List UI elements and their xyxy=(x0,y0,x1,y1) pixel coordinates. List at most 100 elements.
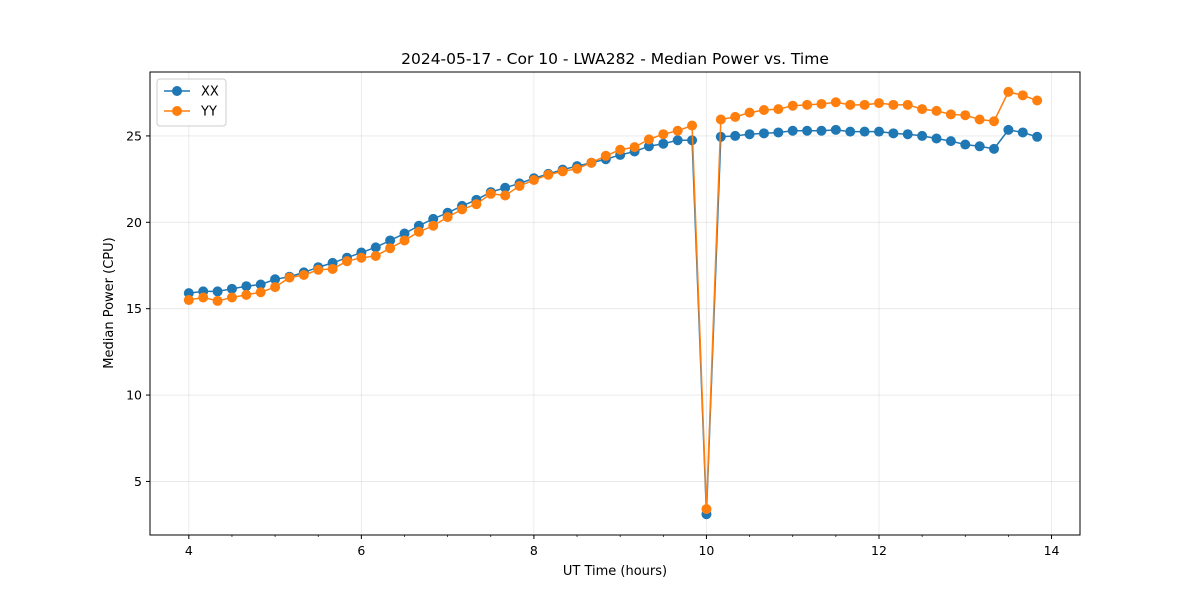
data-point-xx xyxy=(917,130,928,141)
data-point-yy xyxy=(313,264,324,275)
data-point-yy xyxy=(816,98,827,109)
data-point-xx xyxy=(816,125,827,136)
data-point-yy xyxy=(787,100,798,111)
data-point-yy xyxy=(500,190,511,201)
chart-title: 2024-05-17 - Cor 10 - LWA282 - Median Po… xyxy=(401,50,829,68)
data-point-xx xyxy=(931,133,942,144)
data-point-xx xyxy=(270,274,281,285)
y-tick-label: 20 xyxy=(126,215,142,230)
data-point-xx xyxy=(1032,131,1043,142)
data-point-yy xyxy=(543,169,554,180)
x-tick-label: 12 xyxy=(871,543,887,558)
data-point-xx xyxy=(945,136,956,147)
data-point-yy xyxy=(1017,90,1028,101)
data-point-xx xyxy=(212,286,223,297)
data-point-yy xyxy=(514,181,525,192)
series-layer xyxy=(183,86,1043,520)
data-point-xx xyxy=(758,128,769,139)
x-tick-label: 8 xyxy=(530,543,538,558)
data-point-xx xyxy=(500,182,511,193)
data-point-yy xyxy=(730,111,741,122)
data-point-yy xyxy=(428,220,439,231)
data-point-yy xyxy=(873,98,884,109)
data-point-xx xyxy=(974,141,985,152)
data-point-yy xyxy=(385,243,396,254)
data-point-xx xyxy=(744,129,755,140)
data-point-yy xyxy=(643,134,654,145)
data-point-xx xyxy=(802,125,813,136)
data-point-xx xyxy=(1017,127,1028,138)
data-point-xx xyxy=(658,138,669,149)
data-point-xx xyxy=(730,130,741,141)
plot-frame xyxy=(149,71,1081,536)
data-point-xx xyxy=(989,143,1000,154)
legend-label-xx: XX xyxy=(201,85,219,100)
y-axis-label: Median Power (CPU) xyxy=(102,237,117,368)
data-point-yy xyxy=(457,204,468,215)
data-point-xx xyxy=(672,135,683,146)
data-point-yy xyxy=(284,272,295,283)
data-point-xx xyxy=(428,213,439,224)
data-point-xx xyxy=(960,139,971,150)
data-point-yy xyxy=(859,99,870,110)
data-point-yy xyxy=(701,504,712,515)
data-point-xx xyxy=(255,279,266,290)
data-point-xx xyxy=(787,125,798,136)
series-yy xyxy=(183,86,1043,515)
data-point-yy xyxy=(658,129,669,140)
x-axis-label: UT Time (hours) xyxy=(563,564,667,579)
data-point-xx xyxy=(859,126,870,137)
data-point-yy xyxy=(212,295,223,306)
data-point-yy xyxy=(715,114,726,125)
data-point-yy xyxy=(356,252,367,263)
data-point-yy xyxy=(226,292,237,303)
data-point-xx xyxy=(183,288,194,299)
legend: XX YY xyxy=(156,78,227,127)
data-point-xx xyxy=(888,128,899,139)
data-point-yy xyxy=(327,263,338,274)
data-point-yy xyxy=(960,110,971,121)
data-point-yy xyxy=(845,99,856,110)
data-point-yy xyxy=(902,99,913,110)
x-tick-label: 4 xyxy=(185,543,193,558)
y-tick-label: 25 xyxy=(126,128,142,143)
data-point-xx xyxy=(845,126,856,137)
x-tick-label: 6 xyxy=(357,543,365,558)
data-point-yy xyxy=(615,144,626,155)
data-point-xx xyxy=(399,228,410,239)
data-point-yy xyxy=(989,116,1000,127)
data-point-yy xyxy=(399,235,410,246)
data-point-yy xyxy=(255,287,266,298)
data-point-yy xyxy=(744,107,755,118)
data-point-xx xyxy=(873,126,884,137)
data-point-yy xyxy=(270,282,281,293)
data-point-yy xyxy=(917,104,928,115)
data-point-yy xyxy=(888,99,899,110)
data-point-yy xyxy=(183,295,194,306)
data-point-xx xyxy=(902,129,913,140)
data-point-xx xyxy=(1003,124,1014,135)
data-point-yy xyxy=(1032,95,1043,106)
x-tick-label: 14 xyxy=(1044,543,1060,558)
data-point-xx xyxy=(241,281,252,292)
data-point-yy xyxy=(773,104,784,115)
data-point-yy xyxy=(1003,86,1014,97)
data-point-xx xyxy=(773,127,784,138)
data-point-yy xyxy=(931,105,942,116)
data-point-yy xyxy=(471,199,482,210)
data-point-xx xyxy=(385,235,396,246)
data-point-xx xyxy=(643,141,654,152)
data-point-xx xyxy=(830,124,841,135)
data-point-yy xyxy=(341,256,352,267)
data-point-yy xyxy=(945,109,956,120)
data-point-yy xyxy=(687,120,698,131)
data-point-yy xyxy=(528,174,539,185)
data-point-yy xyxy=(413,226,424,237)
data-point-yy xyxy=(572,163,583,174)
data-point-yy xyxy=(370,250,381,261)
data-point-yy xyxy=(298,269,309,280)
data-point-yy xyxy=(241,289,252,300)
data-point-yy xyxy=(600,150,611,161)
data-point-yy xyxy=(586,157,597,168)
